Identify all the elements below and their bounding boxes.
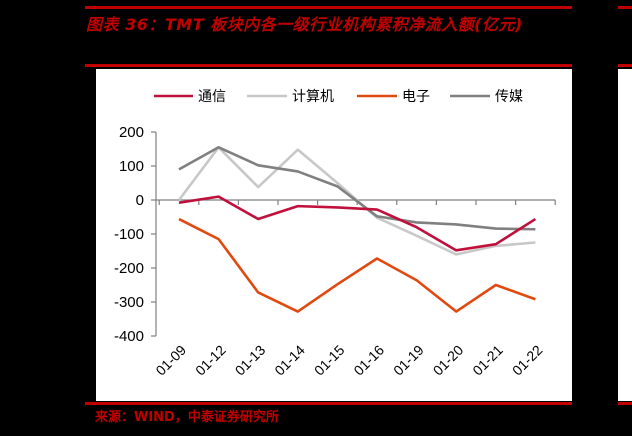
x-tick-label: 01-22 [509, 342, 546, 379]
x-tick-label: 01-13 [232, 342, 269, 379]
x-tick-label: 01-09 [152, 342, 189, 379]
x-tick-label: 01-20 [430, 342, 467, 379]
series-line-传媒 [178, 146, 536, 231]
legend-item: 计算机 [247, 88, 334, 104]
source-note: 来源：WIND，中泰证券研究所 [95, 410, 279, 425]
title-top-rule [85, 6, 572, 9]
title-bottom-rule [85, 64, 572, 67]
adjacent-panel-edge [618, 69, 632, 401]
series-line-通信 [178, 195, 537, 252]
legend-item: 通信 [154, 88, 226, 104]
y-tick-label: 200 [119, 124, 144, 141]
footer-rule-right [618, 402, 632, 405]
legend-item: 电子 [357, 88, 430, 104]
x-tick-label: 01-16 [350, 342, 387, 379]
y-tick-label: 100 [119, 158, 144, 175]
y-tick-label: -400 [114, 328, 144, 345]
chart-panel: 200 100 0 -100 -200 -300 -400 01-09 01-12 01-13 01… [96, 69, 572, 401]
x-tick-label: 01-14 [271, 342, 308, 379]
legend-item: 传媒 [450, 88, 523, 104]
legend-label: 传媒 [495, 88, 523, 104]
chart-title: 图表 36：TMT 板块内各一级行业机构累积净流入额(亿元) [86, 15, 523, 34]
footer-rule [85, 402, 572, 405]
title-top-rule-right [618, 6, 632, 9]
y-tick-label: -200 [114, 260, 144, 277]
y-tick-label: -100 [114, 226, 144, 243]
y-tick-label: -300 [114, 294, 144, 311]
x-tick-label: 01-19 [390, 342, 427, 379]
legend-label: 通信 [198, 88, 226, 104]
legend-label: 电子 [402, 88, 430, 104]
x-tick-label: 01-15 [311, 342, 348, 379]
legend-label: 计算机 [292, 88, 334, 104]
x-tick-label: 01-12 [192, 342, 229, 379]
title-bottom-rule-right [618, 64, 632, 67]
y-tick-label: 0 [136, 192, 144, 209]
series-line-电子 [178, 217, 536, 313]
x-tick-label: 01-21 [469, 342, 506, 379]
